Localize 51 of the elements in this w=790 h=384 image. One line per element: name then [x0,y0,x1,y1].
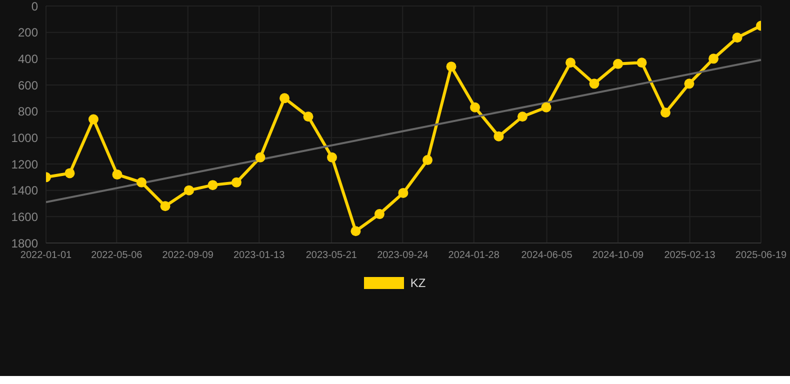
x-tick-label: 2024-01-28 [448,250,500,262]
x-tick-label: 2022-09-09 [162,250,214,262]
y-tick-label: 1800 [11,236,38,250]
point [255,152,266,162]
point [112,170,122,180]
x-tick-label: 2023-09-24 [377,250,429,262]
point [231,177,242,188]
point [374,209,384,220]
point [566,58,576,68]
point [684,78,694,89]
x-tick-label: 2022-01-01 [20,250,72,262]
point [136,177,147,188]
x-tick-label: 2023-05-21 [306,250,358,262]
legend-label: KZ [410,276,426,290]
point [613,58,623,69]
y-tick-label: 600 [18,78,38,92]
point [708,54,719,64]
point [422,155,433,166]
point [350,226,361,236]
x-tick-label: 2024-10-09 [592,250,644,262]
x-tick-label: 2025-06-19 [735,250,788,262]
point [303,112,314,122]
y-tick-label: 400 [18,52,38,66]
point [517,112,528,122]
point [398,188,408,198]
point [64,168,75,178]
point [541,102,552,112]
point [660,108,670,118]
point [470,102,480,112]
x-tick-label: 2023-01-13 [234,250,286,262]
point [327,152,337,162]
x-tick-label: 2024-06-05 [521,250,573,262]
y-tick-label: 1600 [11,210,38,224]
point [494,131,504,142]
y-tick-label: 1200 [11,157,38,172]
y-tick-label: 1400 [11,184,38,198]
point [184,185,194,196]
y-tick-label: 1000 [11,130,38,145]
point [636,58,647,68]
y-tick-label: 200 [18,26,38,40]
point [160,201,170,212]
point [280,93,290,104]
x-tick-label: 2025-02-13 [664,250,716,262]
point [88,114,98,124]
point [589,78,600,89]
point [208,180,218,190]
y-tick-label: 800 [18,104,38,119]
point [732,32,742,43]
point [446,62,456,72]
y-tick-label: 0 [31,0,38,14]
x-tick-label: 2022-05-06 [91,250,143,262]
